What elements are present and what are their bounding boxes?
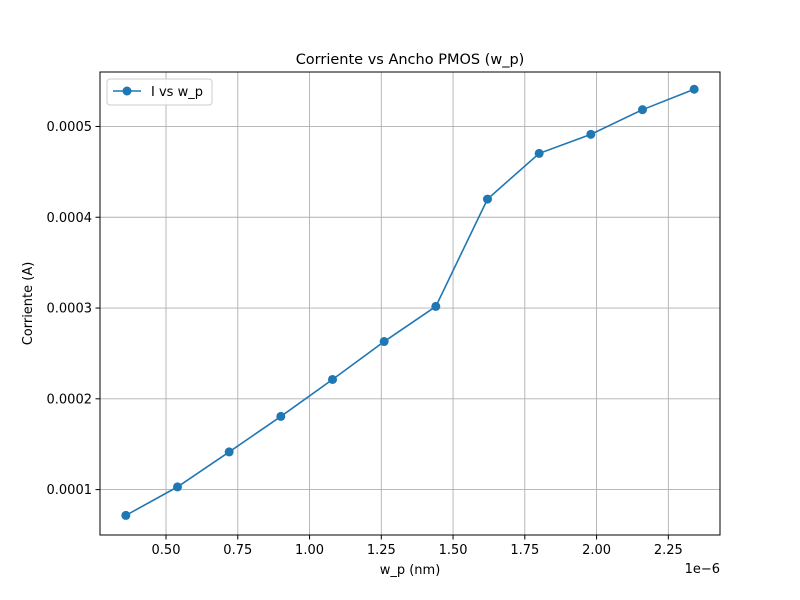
plot-frame — [99, 71, 721, 536]
x-tick-label: 2.00 — [582, 543, 611, 558]
data-point — [638, 105, 647, 115]
data-point — [328, 374, 337, 384]
y-tick-label: 0.0001 — [47, 483, 93, 498]
data-point — [224, 447, 234, 457]
x-tick-label: 1.75 — [510, 543, 539, 558]
data-point — [276, 411, 286, 421]
x-tick-label: 1.25 — [367, 543, 396, 558]
plot-area — [100, 72, 720, 535]
x-tick-label: 1.50 — [439, 543, 468, 558]
y-axis-label: Corriente (A) — [21, 262, 36, 346]
x-tick-label: 0.50 — [152, 543, 181, 558]
data-point — [586, 129, 596, 139]
data-point — [689, 84, 699, 94]
chart-title: Corriente vs Ancho PMOS (w_p) — [296, 52, 525, 68]
y-tick-label: 0.0002 — [47, 392, 93, 407]
legend: I vs w_p — [106, 78, 213, 106]
x-tick-label: 2.25 — [654, 543, 683, 558]
data-point — [173, 482, 182, 492]
grid — [100, 72, 720, 535]
data-point — [431, 301, 441, 311]
y-tick-label: 0.0003 — [47, 302, 93, 317]
series-layer — [121, 84, 699, 520]
legend-box — [106, 78, 213, 106]
y-tick-label: 0.0004 — [47, 211, 93, 226]
data-point — [534, 148, 544, 158]
x-axis-offset-label: 1e−6 — [685, 562, 720, 577]
data-point — [483, 194, 492, 204]
legend-label: I vs w_p — [151, 85, 203, 100]
y-axis-ticks: 0.0001 0.0002 0.0003 0.0004 0.0005 — [47, 120, 100, 498]
data-point — [379, 337, 389, 347]
x-tick-label: 0.75 — [223, 543, 252, 558]
legend-marker-swatch — [122, 86, 132, 96]
y-tick-label: 0.0005 — [47, 120, 93, 135]
data-point — [121, 510, 131, 520]
x-axis-label: w_p (nm) — [380, 563, 441, 578]
x-axis-ticks: 0.50 0.75 1.00 1.25 1.50 1.75 2.00 2.25 — [152, 535, 683, 558]
series-line — [125, 88, 695, 517]
x-tick-label: 1.00 — [295, 543, 324, 558]
